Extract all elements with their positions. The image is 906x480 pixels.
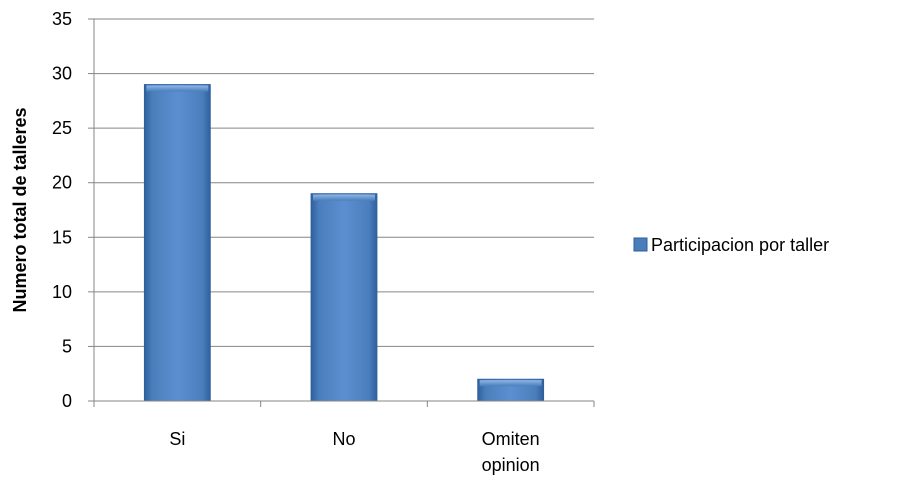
y-tick-labels: 0 5 10 15 20 25 30 35 <box>52 9 94 411</box>
x-tick-label: Si <box>169 429 185 449</box>
x-tick-label: opinion <box>482 455 540 475</box>
bar <box>143 84 211 402</box>
y-tick-label: 35 <box>52 9 72 29</box>
y-tick-label: 30 <box>52 64 72 84</box>
legend: Participacion por taller <box>633 235 829 255</box>
y-tick-label: 5 <box>62 336 72 356</box>
x-tick-label: Omiten <box>482 429 540 449</box>
x-tick-label: No <box>332 429 355 449</box>
bar-body <box>143 84 211 402</box>
bar <box>310 193 378 402</box>
bar <box>477 378 545 402</box>
bar-bevel <box>313 194 375 201</box>
legend-label: Participacion por taller <box>651 235 829 255</box>
y-tick-label: 15 <box>52 227 72 247</box>
bar-body <box>310 193 378 402</box>
legend-swatch <box>633 237 648 252</box>
bar-bevel <box>479 380 542 387</box>
y-axis-title: Numero total de talleres <box>10 107 30 312</box>
y-tick-label: 25 <box>52 118 72 138</box>
x-tick-labels: Si No Omiten opinion <box>93 401 595 475</box>
bars <box>143 84 545 402</box>
y-tick-label: 10 <box>52 282 72 302</box>
bar-bevel <box>146 85 209 92</box>
y-tick-label: 20 <box>52 173 72 193</box>
axes <box>93 19 594 402</box>
y-tick-label: 0 <box>62 391 72 411</box>
